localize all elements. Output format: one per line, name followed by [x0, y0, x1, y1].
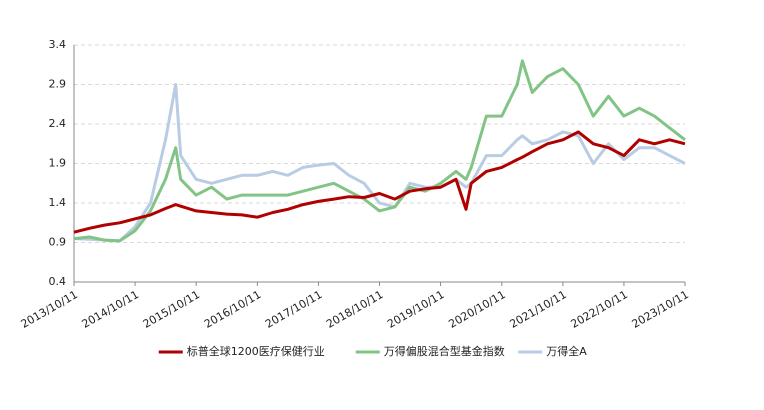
x-tick-label: 2018/10/11: [324, 288, 385, 331]
x-tick-label: 2021/10/11: [507, 288, 568, 331]
x-tick-label: 2020/10/11: [446, 288, 507, 331]
y-tick-label: 3.4: [49, 38, 67, 51]
x-tick-label: 2016/10/11: [202, 288, 263, 331]
series-line: [73, 59, 686, 243]
x-tick-label: 2017/10/11: [263, 288, 324, 331]
x-tick-label: 2014/10/11: [80, 288, 141, 331]
legend-label: 标普全球1200医疗保健行业: [187, 344, 325, 358]
legend-label: 万得全A: [546, 344, 587, 358]
x-tick-label: 2022/10/11: [569, 288, 630, 331]
y-tick-label: 1.4: [49, 196, 67, 209]
y-tick-label: 0.4: [49, 275, 67, 288]
x-tick-label: 2013/10/11: [19, 288, 80, 331]
y-tick-label: 0.9: [49, 236, 67, 249]
y-tick-label: 1.9: [49, 157, 67, 170]
y-tick-label: 2.9: [49, 78, 67, 91]
x-tick-label: 2023/10/11: [630, 288, 691, 331]
legend-label: 万得偏股混合型基金指数: [384, 344, 505, 358]
x-tick-label: 2015/10/11: [141, 288, 202, 331]
series-line: [73, 130, 686, 234]
series-line: [73, 83, 686, 243]
x-tick-label: 2019/10/11: [385, 288, 446, 331]
y-tick-label: 2.4: [49, 117, 67, 130]
